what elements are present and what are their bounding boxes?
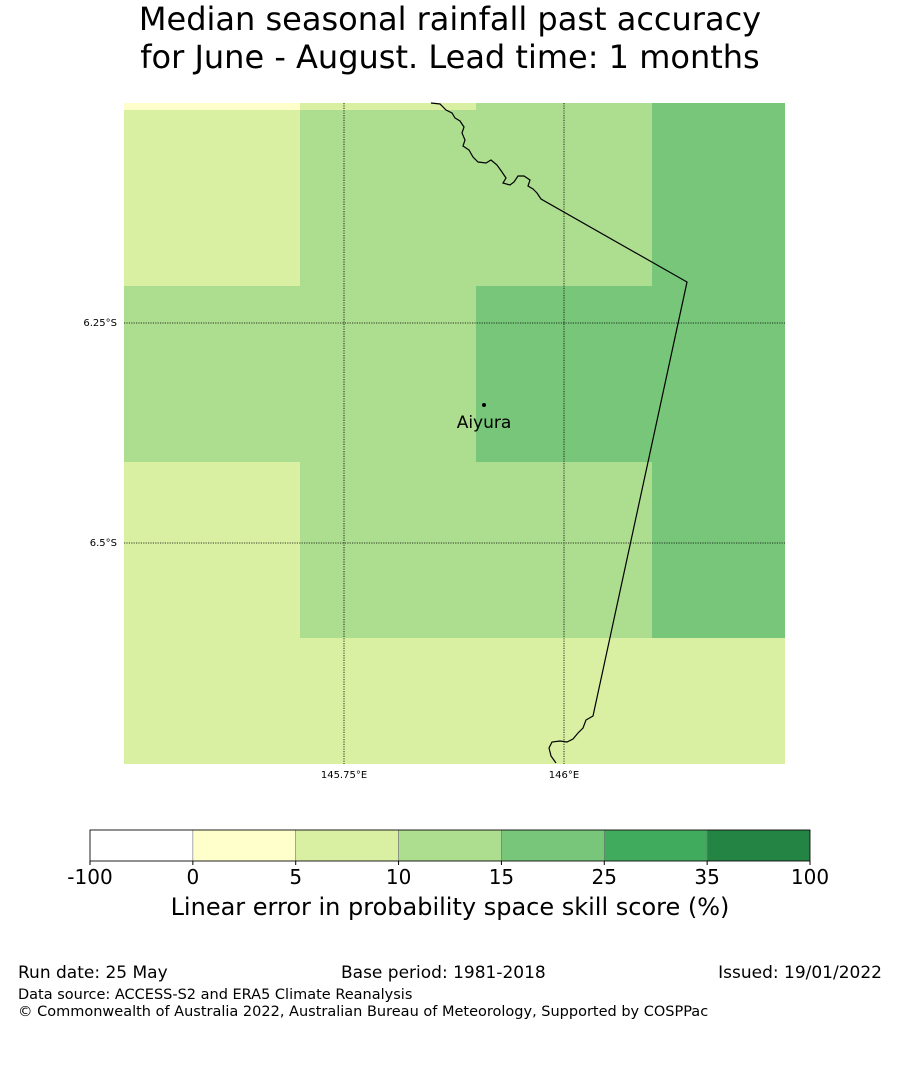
base-period: Base period: 1981-2018 [341, 963, 546, 983]
lat-label-2: 6.5°S [90, 538, 117, 549]
grid-cell [124, 638, 300, 764]
colorbar-tick-label: 100 [791, 865, 829, 889]
grid-cell [300, 286, 476, 462]
issued-date: Issued: 19/01/2022 [718, 963, 882, 983]
colorbar-tick-label: 15 [489, 865, 514, 889]
colorbar-segment [295, 829, 399, 862]
colorbar-tick-label: 0 [186, 865, 199, 889]
lon-label-2: 146°E [549, 770, 579, 781]
grid-cell [652, 110, 785, 286]
colorbar-tick-label: 35 [694, 865, 719, 889]
grid-cell [124, 103, 300, 110]
grid-cell [300, 638, 476, 764]
map-grid-cells [124, 103, 785, 764]
colorbar-segment [398, 829, 502, 862]
colorbar-label: Linear error in probability space skill … [170, 893, 730, 921]
colorbar-segment [501, 829, 605, 862]
colorbar-tick-label: 25 [592, 865, 617, 889]
border-line [430, 102, 688, 764]
grid-cell [124, 286, 300, 462]
lon-label-1: 145.75°E [321, 770, 367, 781]
grid-cell [652, 638, 785, 764]
chart-title: Median seasonal rainfall past accuracy f… [0, 0, 900, 76]
colorbar-segment [706, 829, 811, 862]
grid-cell [124, 462, 300, 638]
colorbar-segment [89, 829, 194, 862]
grid-cell [300, 103, 476, 110]
lat-label-1: 6.25°S [83, 318, 117, 329]
run-date: Run date: 25 May [18, 963, 168, 983]
colorbar-outline [89, 829, 811, 862]
aiyura-label: Aiyura [457, 413, 512, 433]
colorbar-segment [603, 829, 708, 862]
title-line-1: Median seasonal rainfall past accuracy [138, 0, 762, 38]
grid-cell [300, 462, 476, 638]
grid-cell [652, 462, 785, 638]
grid-cell [124, 110, 300, 286]
colorbar-tick-label: 10 [386, 865, 411, 889]
grid-cell [300, 110, 476, 286]
colorbar-tick-label: -100 [67, 865, 112, 889]
aiyura-marker [482, 403, 486, 407]
colorbar [89, 829, 811, 862]
data-source: Data source: ACCESS-S2 and ERA5 Climate … [18, 987, 413, 1003]
colorbar-tick-label: 5 [289, 865, 302, 889]
map-figure: Aiyura 6.25°S 6.5°S 145.75°E 146°E -100 0… [67, 102, 829, 889]
colorbar-ticks: -100 0 5 10 15 25 35 100 [67, 861, 829, 889]
title-line-2: for June - August. Lead time: 1 months [140, 38, 760, 76]
copyright: © Commonwealth of Australia 2022, Austra… [18, 1004, 709, 1020]
grid-cell [652, 286, 785, 462]
colorbar-segment [192, 829, 297, 862]
grid-cell [652, 103, 785, 110]
